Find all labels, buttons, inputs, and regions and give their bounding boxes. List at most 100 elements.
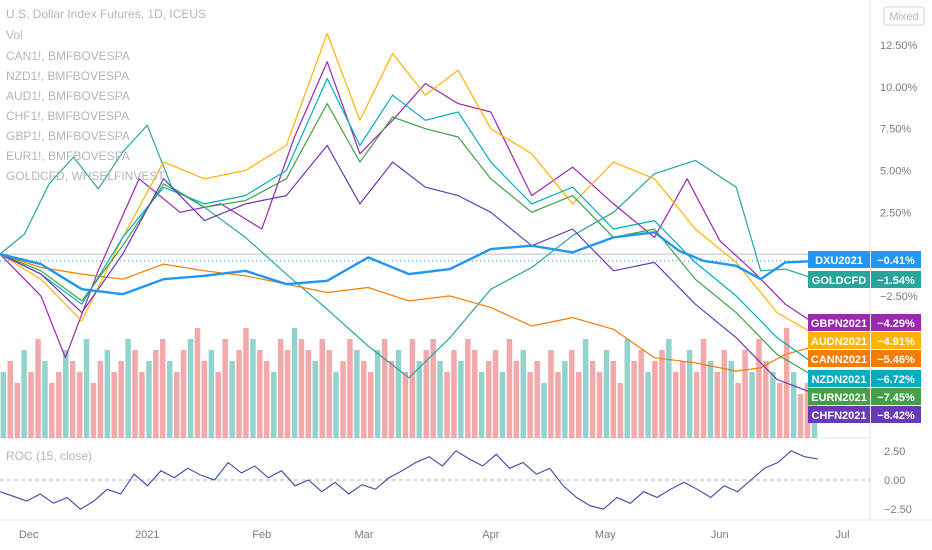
volume-bar [652,361,658,438]
legend-gold[interactable]: GOLDCFD, WHSELFINVEST [6,169,165,183]
volume-bar [56,372,62,438]
volume-bar [69,361,76,438]
tag-name: NZDN2021 [811,374,866,386]
volume-bar [437,361,443,438]
x-tick-label: Dec [19,529,39,541]
volume-bar [770,372,776,438]
x-tick-label: Feb [252,529,271,541]
volume-bar [291,328,298,438]
volume-bar [146,361,152,438]
volume-bar [21,350,27,438]
legend-eur[interactable]: EUR1!, BMFBOVESPA [6,149,130,163]
tag-value: −0.41% [877,255,915,267]
legend-nzd[interactable]: NZD1!, BMFBOVESPA [6,69,129,83]
volume-bar [555,372,561,438]
volume-bar [257,350,263,438]
volume-bar [277,339,284,438]
tag-value: −4.29% [877,318,915,330]
volume-bar [14,383,20,438]
price-tag-dxu2021[interactable]: DXU2021 −0.41% [808,251,921,268]
series-line-goldcfd [0,124,819,379]
tag-value-bg [871,332,921,349]
volume-bar [201,361,208,438]
scale-mode-button[interactable]: Mixed [883,6,925,26]
tag-name-bg [808,314,870,331]
price-tag-chfn2021[interactable]: CHFN2021 −8.42% [808,406,921,423]
volume-bar [423,350,429,438]
tag-value: −6.72% [877,374,915,386]
y-tick-label: 7.50% [880,124,911,136]
volume-bar [686,350,693,438]
legend-can[interactable]: CAN1!, BMFBOVESPA [6,49,130,63]
volume-bar [499,372,506,438]
legend-gbp[interactable]: GBP1!, BMFBOVESPA [6,129,130,143]
volume-bar [680,361,686,438]
volume-bar [645,372,651,438]
volume-bar [534,361,540,438]
volume-bar [90,383,97,438]
tag-value-bg [871,406,921,423]
volume-bar [756,339,762,438]
series-line-gbpn2021 [0,61,819,359]
tag-name: CANN2021 [811,354,867,366]
x-tick-label: Jun [711,529,729,541]
price-series [0,32,819,396]
legend-chf[interactable]: CHF1!, BMFBOVESPA [6,109,129,123]
tag-value-bg [871,350,921,367]
volume-bar [659,350,665,438]
volume-bar [513,361,520,438]
price-tag-gbpn2021[interactable]: GBPN2021 −4.29% [808,314,921,331]
volume-bar [118,361,124,438]
volume-bar [582,339,589,438]
volume-bar [478,372,485,438]
tag-value-bg [871,314,921,331]
price-tag-nzdn2021[interactable]: NZDN2021 −6.72% [808,370,921,387]
volume-bar [264,361,270,438]
tag-name-bg [808,350,870,367]
price-tag-cann2021[interactable]: CANN2021 −5.46% [808,350,921,367]
volume-bar [194,328,201,438]
volume-bar [465,339,471,438]
volume-bar [700,339,707,438]
volume-bar [569,350,575,438]
volume-bar [492,350,499,438]
chart-title[interactable]: U.S. Dollar Index Futures, 1D, ICEUS [6,7,206,21]
x-tick-label: 2021 [135,529,159,541]
volume-bar [416,361,422,438]
volume-bar [305,350,312,438]
tag-name: AUDN2021 [811,336,867,348]
price-tag-eurn2021[interactable]: EURN2021 −7.45% [808,388,921,405]
volume-bar [49,383,55,438]
volume-bar [610,361,617,438]
tag-value: −5.46% [877,354,915,366]
tag-name: GBPN2021 [811,318,867,330]
price-tag-goldcfd[interactable]: GOLDCFD −1.54% [808,271,921,288]
volume-bar [250,339,256,438]
volume-bar [76,372,83,438]
tag-value-bg [871,271,921,288]
volume-bar [735,383,741,438]
volume-bar [742,350,748,438]
legend-aud[interactable]: AUD1!, BMFBOVESPA [6,89,130,103]
volume-bar [326,350,332,438]
volume-bar [333,372,339,438]
volume-legend[interactable]: Vol [6,28,23,42]
volume-bar [589,361,596,438]
price-tag-audn2021[interactable]: AUDN2021 −4.91% [808,332,921,349]
roc-legend[interactable]: ROC (15, close) [6,449,92,463]
volume-bar [631,361,637,438]
series-line-cann2021 [0,253,819,372]
volume-bar [395,350,402,438]
volume-bar [409,339,416,438]
volume-bar [430,339,436,438]
tag-value-bg [871,251,921,268]
volume-bar [187,339,194,438]
baseline [0,253,870,262]
volume-bar [472,350,478,438]
volume-bar [153,350,159,438]
volume-bar [0,372,7,438]
tag-name: DXU2021 [815,255,863,267]
volume-bar [63,350,69,438]
volume-bar [125,339,131,438]
